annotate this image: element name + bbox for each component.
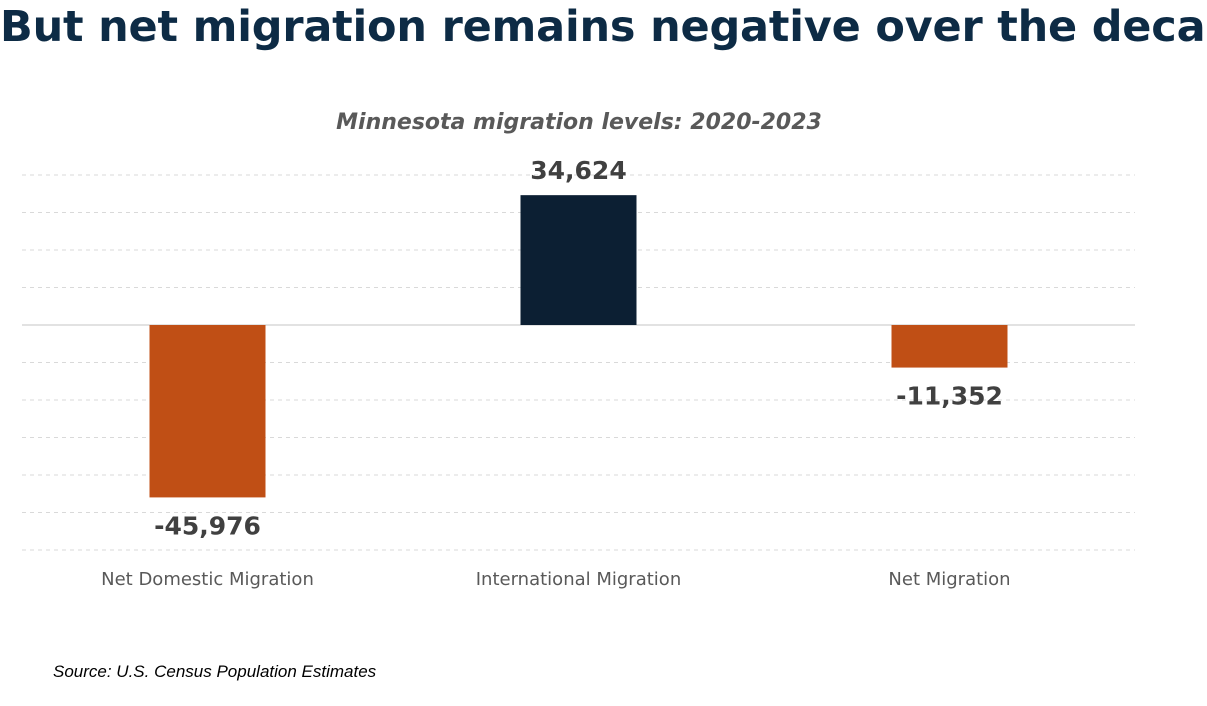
migration-chart: Minnesota migration levels: 2020-2023 -45…: [0, 95, 1207, 605]
bar-2: [520, 195, 637, 325]
data-label-1: -45,976: [154, 511, 261, 540]
category-label-1: Net Domestic Migration: [101, 569, 314, 590]
data-label-3: -11,352: [896, 382, 1003, 411]
bar-3: [891, 325, 1008, 368]
category-label-2: International Migration: [476, 569, 681, 590]
chart-title: Minnesota migration levels: 2020-2023: [336, 110, 822, 135]
bar-1: [149, 325, 266, 498]
source-note: Source: U.S. Census Population Estimates: [53, 662, 377, 681]
slide-title: But net migration remains negative over …: [0, 2, 1207, 52]
data-label-2: 34,624: [530, 156, 626, 185]
category-label-3: Net Migration: [888, 569, 1010, 590]
migration-bar-chart: Minnesota migration levels: 2020-2023 -45…: [22, 110, 1135, 590]
